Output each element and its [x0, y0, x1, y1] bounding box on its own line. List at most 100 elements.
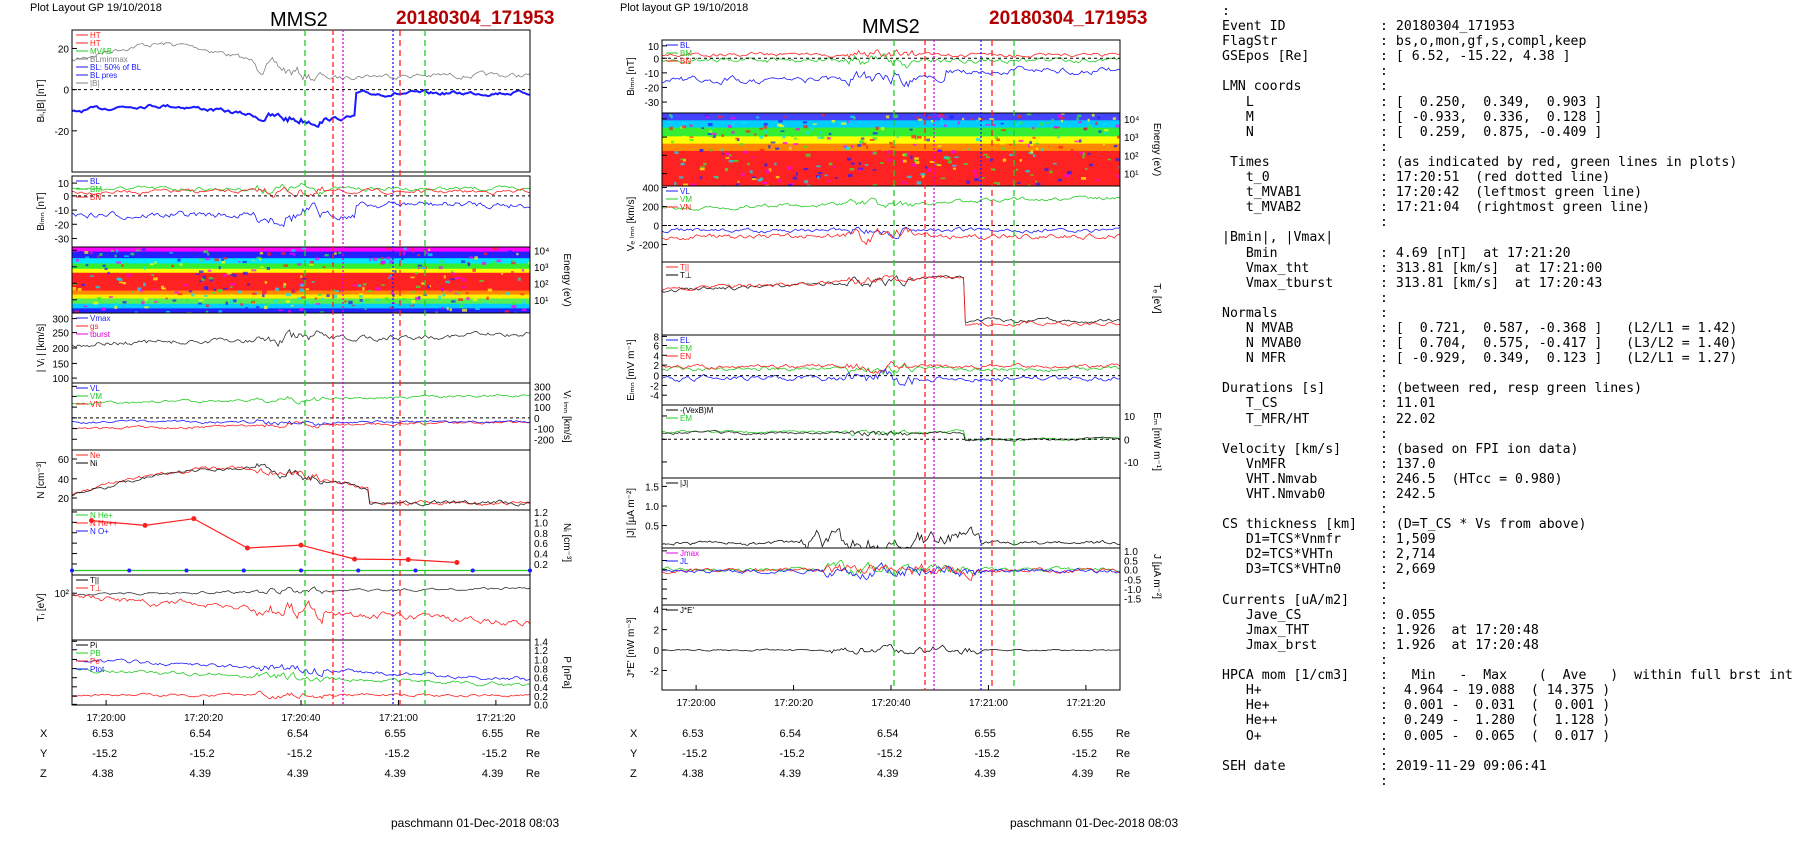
spectrogram-speckle [1049, 170, 1053, 174]
y-tick-label: 4 [653, 605, 659, 616]
spectrogram-speckle [1058, 145, 1064, 149]
info-key: FlagStr [1222, 34, 1278, 50]
spectrogram-speckle [179, 263, 183, 267]
spectrogram-speckle [511, 302, 516, 306]
spectrogram-speckle [127, 278, 132, 281]
spectrogram-speckle [737, 180, 740, 183]
spectrogram-speckle [191, 293, 195, 297]
info-row: t_MVAB2: 17:21:04 (rightmost green line) [1222, 200, 1802, 215]
spectrogram-speckle [712, 135, 716, 139]
info-key: VHT.Nmvab0 [1222, 487, 1326, 502]
spectrogram-speckle [285, 293, 291, 297]
spectrogram-speckle [417, 264, 422, 267]
coord-value: 6.54 [287, 728, 309, 740]
spectrogram-speckle [508, 250, 513, 253]
spectrogram-speckle [204, 295, 208, 297]
y-tick-label: 10 [58, 179, 70, 190]
spectrogram-speckle [314, 297, 318, 300]
spectrogram-speckle [734, 130, 740, 134]
spectrogram-speckle [116, 261, 122, 264]
spectrogram-speckle [301, 247, 307, 250]
spectrogram-speckle [176, 265, 181, 267]
x-tick-label: 17:21:00 [969, 698, 1008, 709]
y-tick-label: 0.6 [534, 674, 548, 685]
spectrogram-speckle [989, 118, 994, 120]
y-tick-label: 400 [642, 184, 659, 195]
spectrogram-speckle [1115, 158, 1120, 161]
spectrogram-speckle [199, 270, 204, 273]
spectrogram-speckle [317, 293, 322, 296]
spectrogram-speckle [210, 281, 215, 284]
y-tick-label: 0.2 [534, 692, 548, 703]
spectrogram-speckle [205, 310, 209, 313]
spectrogram-speckle [963, 162, 968, 165]
EM-E-trace [662, 429, 1120, 442]
legend-label: JL [680, 557, 689, 566]
spectrogram-speckle [816, 165, 821, 168]
spectrogram-speckle [888, 159, 893, 162]
spectrogram-speckle [1113, 131, 1116, 134]
spectrogram-speckle [109, 296, 113, 298]
y-axis-label: J*E' [nW m⁻³] [626, 617, 637, 678]
BL-trace [662, 65, 1120, 88]
spectrogram-speckle [297, 297, 302, 300]
spectrogram-speckle [1001, 147, 1005, 150]
coord-value: 4.38 [92, 768, 114, 780]
coord-value: 4.39 [287, 768, 309, 780]
coord-value: 6.54 [877, 728, 899, 740]
legend-label: Pi [90, 641, 97, 650]
coord-value: 4.39 [189, 768, 211, 780]
y-tick-label: 10¹ [1124, 170, 1139, 181]
spectrogram-speckle [309, 263, 314, 266]
spectrogram-speckle [725, 152, 729, 156]
spectrogram-speckle [1076, 117, 1079, 121]
info-row: : [1222, 215, 1802, 230]
spectrogram-speckle [962, 117, 965, 121]
legend-label: N O+ [90, 527, 109, 536]
spectrogram-speckle [274, 287, 279, 292]
spectrogram-speckle [520, 293, 525, 296]
info-key: N [1222, 124, 1254, 140]
y-axis-label: Tₑ [eV] [1151, 283, 1162, 314]
y-axis-label: Bₗₘₙ [nT] [36, 192, 47, 231]
spectrogram-speckle [452, 254, 455, 258]
spectrogram-speckle [195, 273, 201, 275]
info-row: Vmax_tht: 313.81 [km/s] at 17:21:00 [1222, 261, 1802, 276]
spectrogram-speckle [709, 149, 713, 152]
spectrogram-speckle [730, 116, 735, 120]
He-pp-point [142, 522, 148, 528]
y-tick-label: 10⁴ [534, 246, 549, 257]
spectrogram-speckle [238, 290, 242, 294]
spectrogram-speckle [326, 252, 332, 255]
spectrogram-speckle [344, 300, 347, 303]
spectrogram-speckle [670, 115, 673, 119]
spectrogram-speckle [324, 254, 329, 257]
spectrogram-speckle [364, 308, 367, 310]
coord-value: 6.55 [481, 728, 504, 740]
spectrogram-speckle [859, 140, 865, 143]
legend-label: J*E' [680, 606, 694, 615]
O-p-point [70, 568, 74, 573]
info-value: : bs,o,mon,gf,s,compl,keep [1380, 34, 1587, 50]
spectrogram-speckle [104, 267, 108, 271]
coord-value: 4.39 [481, 768, 504, 780]
y-tick-label: -2 [650, 381, 659, 392]
spectrogram-speckle [896, 135, 899, 139]
info-value: : 22.02 [1380, 411, 1436, 427]
spectrogram-speckle [921, 175, 925, 178]
spectrogram-speckle [95, 285, 100, 289]
spectrogram-speckle [764, 134, 768, 137]
spectrogram-speckle [834, 177, 838, 179]
y-axis-label: P [nPa] [561, 656, 572, 689]
spectrogram-speckle [844, 145, 848, 149]
x-tick-label: 17:20:20 [774, 698, 813, 709]
spectrogram-band [72, 298, 530, 305]
y-tick-label: 20 [58, 494, 70, 505]
spectrogram-speckle [729, 154, 732, 157]
spectrogram-speckle [409, 303, 414, 306]
x-tick-label: 17:20:40 [872, 698, 911, 709]
y-axis-label: Bₗₘₙ [nT] [626, 57, 637, 96]
spectrogram-speckle [483, 302, 487, 305]
spectrogram-speckle [975, 137, 981, 142]
spectrogram-speckle [315, 303, 321, 305]
